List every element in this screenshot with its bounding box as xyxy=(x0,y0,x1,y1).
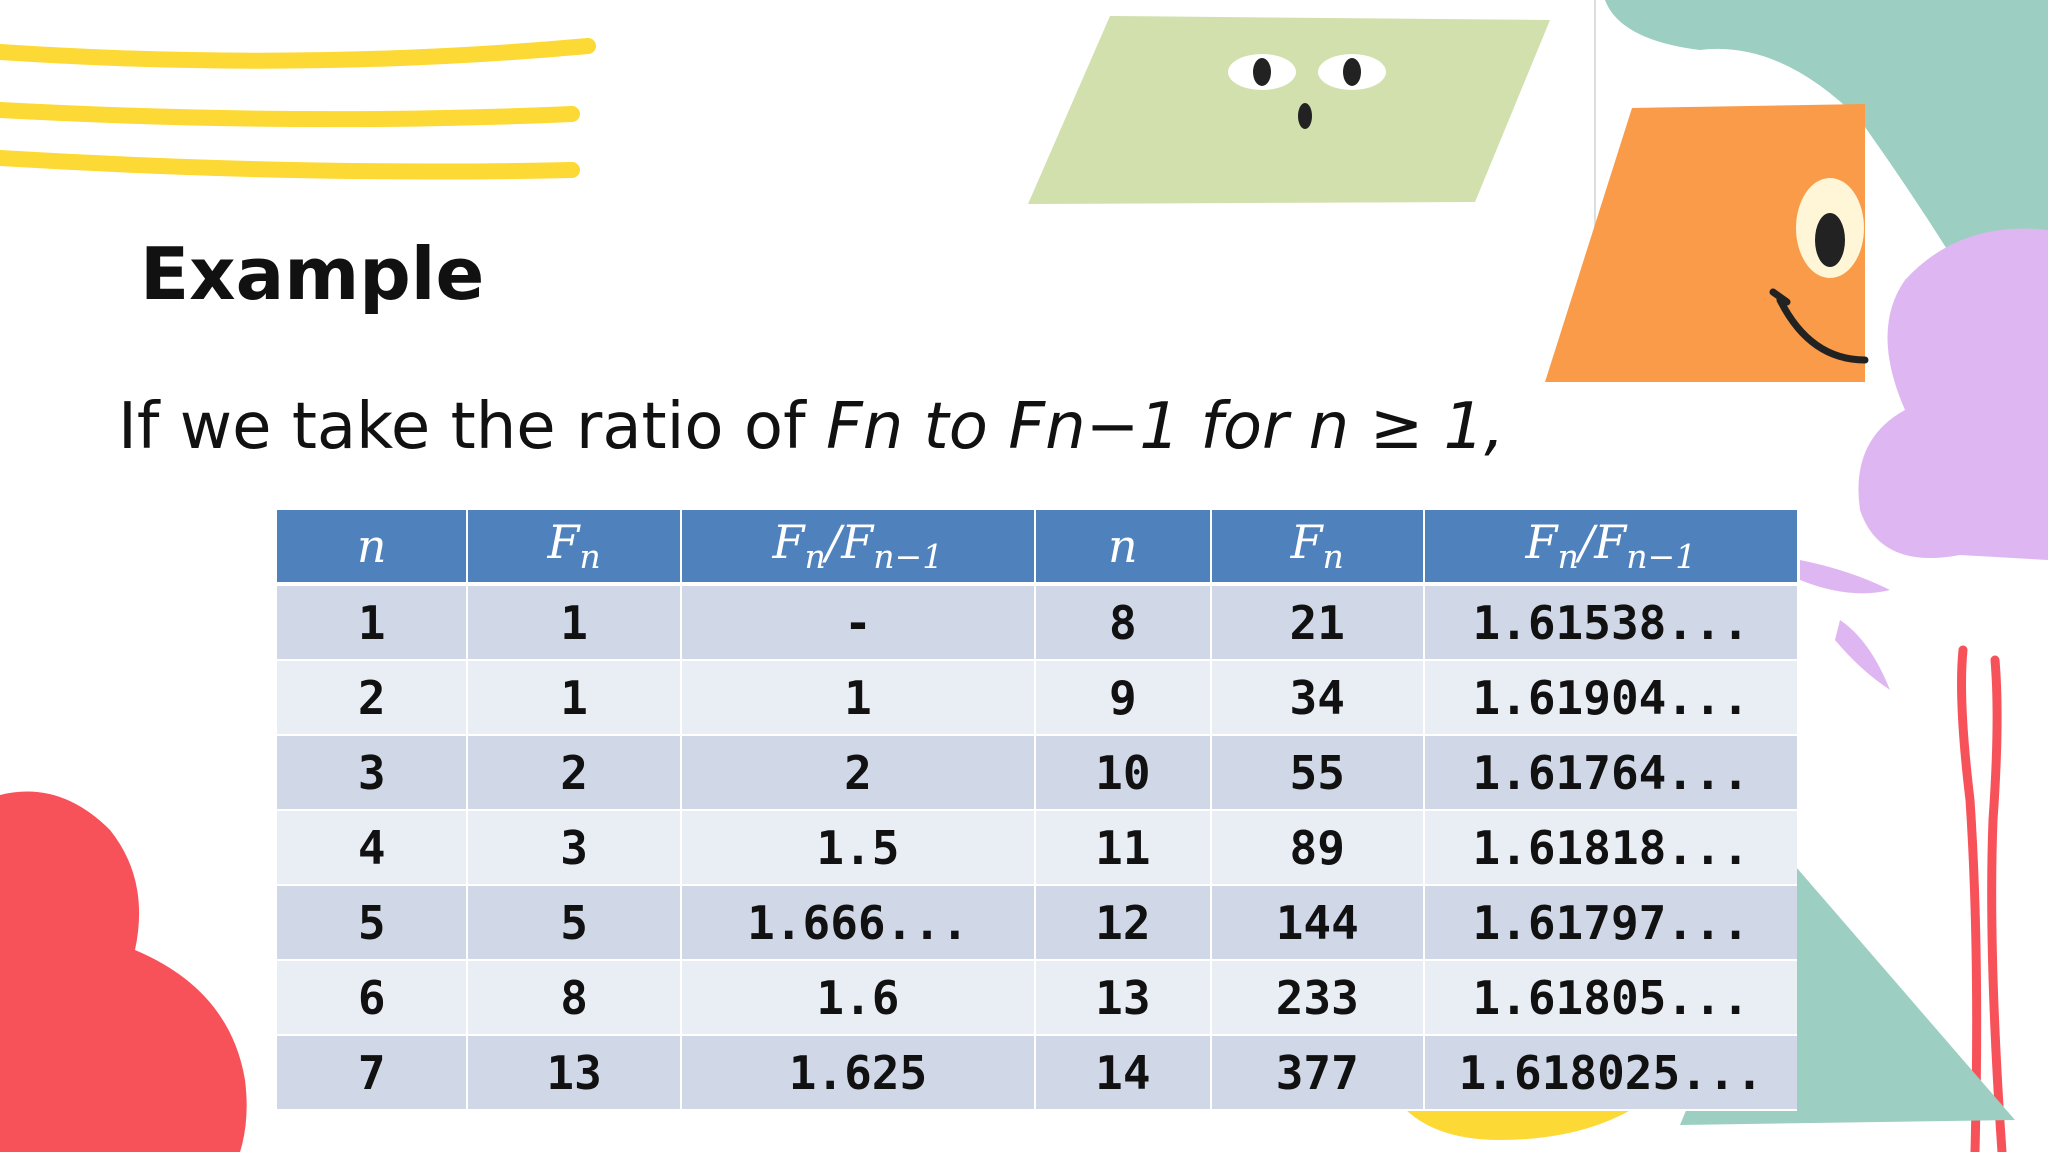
cell-n: 1 xyxy=(277,584,469,661)
cell-ratio: 1 xyxy=(680,660,1037,736)
cell-ratio-2: 1.618025... xyxy=(1423,1035,1797,1111)
header-fn: Fn xyxy=(467,510,682,586)
cell-ratio: - xyxy=(680,584,1037,661)
cell-ratio-2: 1.61805... xyxy=(1423,960,1797,1036)
header-n-2: n xyxy=(1035,510,1212,586)
header-ratio2-slash: / xyxy=(1578,515,1595,570)
header-f-sub-2: n xyxy=(1322,537,1344,577)
table-row: 6 8 1.6 13 233 1.61805... xyxy=(277,960,1797,1036)
header-ratio2-f1: F xyxy=(1525,515,1558,570)
header-ratio-sub2: n−1 xyxy=(873,537,944,577)
green-parallelogram-face xyxy=(1028,16,1550,204)
cell-fn: 8 xyxy=(467,960,682,1036)
cell-n-2: 11 xyxy=(1035,810,1212,886)
cell-ratio: 1.6 xyxy=(680,960,1037,1036)
cell-fn-2: 377 xyxy=(1210,1035,1425,1111)
header-f-letter-2: F xyxy=(1290,515,1323,570)
cell-fn-2: 233 xyxy=(1210,960,1425,1036)
cell-fn-2: 89 xyxy=(1210,810,1425,886)
intro-sentence: If we take the ratio of Fn to Fn−1 for n… xyxy=(118,390,1505,464)
cell-fn: 5 xyxy=(467,885,682,961)
red-cloud-decoration xyxy=(0,791,247,1152)
table-row: 5 5 1.666... 12 144 1.61797... xyxy=(277,885,1797,961)
cell-n: 6 xyxy=(277,960,469,1036)
cell-n-2: 14 xyxy=(1035,1035,1212,1111)
cell-fn-2: 144 xyxy=(1210,885,1425,961)
header-ratio-f1: F xyxy=(772,515,805,570)
header-n: n xyxy=(277,510,469,586)
table-header-row: n Fn Fn/Fn−1 n Fn Fn/Fn−1 xyxy=(277,510,1797,586)
header-ratio-slash: / xyxy=(825,515,842,570)
cell-ratio-2: 1.61764... xyxy=(1423,735,1797,811)
cell-n: 3 xyxy=(277,735,469,811)
header-ratio2-sub2: n−1 xyxy=(1626,537,1697,577)
cell-n: 5 xyxy=(277,885,469,961)
cell-n: 4 xyxy=(277,810,469,886)
red-lines-decoration xyxy=(1957,645,2007,1152)
cell-fn: 1 xyxy=(467,584,682,661)
cell-fn-2: 21 xyxy=(1210,584,1425,661)
cell-ratio: 1.666... xyxy=(680,885,1037,961)
cell-n-2: 12 xyxy=(1035,885,1212,961)
cell-n-2: 10 xyxy=(1035,735,1212,811)
cell-fn: 2 xyxy=(467,735,682,811)
cell-ratio-2: 1.61797... xyxy=(1423,885,1797,961)
table-row: 2 1 1 9 34 1.61904... xyxy=(277,660,1797,736)
cell-fn: 13 xyxy=(467,1035,682,1111)
header-f-letter: F xyxy=(547,515,580,570)
cell-n-2: 9 xyxy=(1035,660,1212,736)
cell-fn: 3 xyxy=(467,810,682,886)
cell-n: 2 xyxy=(277,660,469,736)
table-row: 7 13 1.625 14 377 1.618025... xyxy=(277,1035,1797,1111)
header-ratio2-f2: F xyxy=(1594,515,1627,570)
cell-ratio: 1.625 xyxy=(680,1035,1037,1111)
orange-trapezoid-face xyxy=(1545,104,1869,382)
header-f-sub: n xyxy=(579,537,601,577)
cell-ratio-2: 1.61538... xyxy=(1423,584,1797,661)
teal-blob-decoration xyxy=(1605,0,2048,420)
purple-flower-decoration xyxy=(1800,228,2048,690)
intro-math-text: Fn to Fn−1 for n ≥ 1 xyxy=(825,390,1485,464)
cell-ratio: 1.5 xyxy=(680,810,1037,886)
header-ratio-sub1: n xyxy=(804,537,826,577)
cell-fn: 1 xyxy=(467,660,682,736)
slide-title: Example xyxy=(140,232,485,316)
cell-fn-2: 34 xyxy=(1210,660,1425,736)
intro-end-text: , xyxy=(1484,390,1505,464)
intro-plain-text: If we take the ratio of xyxy=(118,390,826,464)
cell-n: 7 xyxy=(277,1035,469,1111)
table-row: 1 1 - 8 21 1.61538... xyxy=(277,584,1797,661)
yellow-strokes-decoration xyxy=(0,38,596,180)
cell-ratio-2: 1.61818... xyxy=(1423,810,1797,886)
cell-n-2: 8 xyxy=(1035,584,1212,661)
fibonacci-ratio-table: n Fn Fn/Fn−1 n Fn Fn/Fn−1 1 1 - 8 21 1.6… xyxy=(277,510,1797,1111)
header-ratio: Fn/Fn−1 xyxy=(680,510,1037,586)
cell-fn-2: 55 xyxy=(1210,735,1425,811)
table-row: 4 3 1.5 11 89 1.61818... xyxy=(277,810,1797,886)
cell-n-2: 13 xyxy=(1035,960,1212,1036)
table-row: 3 2 2 10 55 1.61764... xyxy=(277,735,1797,811)
cell-ratio: 2 xyxy=(680,735,1037,811)
header-ratio-f2: F xyxy=(841,515,874,570)
header-fn-2: Fn xyxy=(1210,510,1425,586)
header-ratio-2: Fn/Fn−1 xyxy=(1423,510,1797,586)
header-ratio2-sub1: n xyxy=(1557,537,1579,577)
cell-ratio-2: 1.61904... xyxy=(1423,660,1797,736)
